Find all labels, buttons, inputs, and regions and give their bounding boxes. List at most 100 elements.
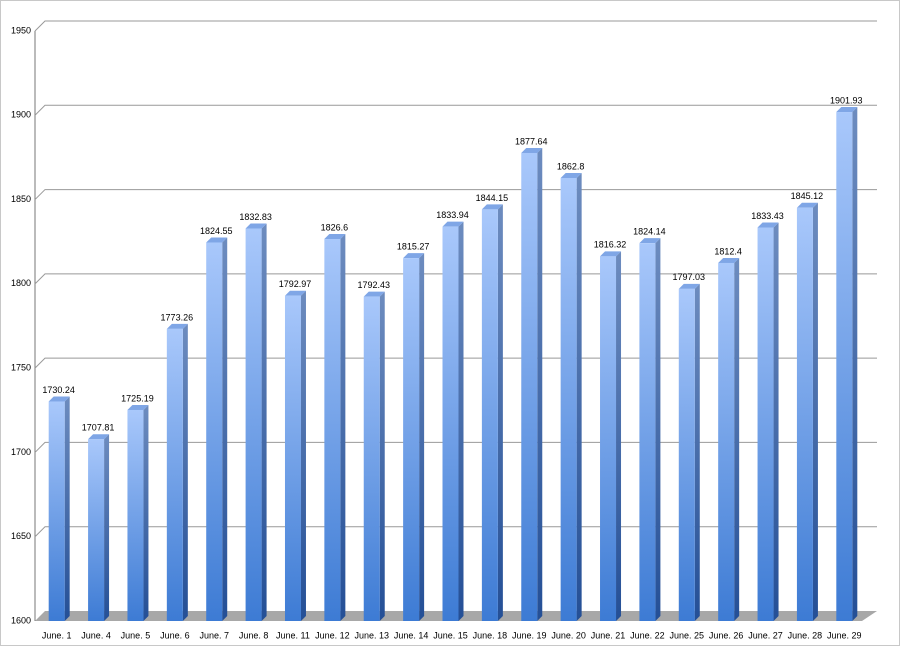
bar <box>560 177 577 621</box>
data-label: 1901.93 <box>830 95 863 105</box>
data-label: 1773.26 <box>161 312 194 322</box>
x-tick-label: June. 22 <box>630 630 665 640</box>
bar-side <box>576 172 582 621</box>
grid-line <box>34 526 877 538</box>
y-tick-label: 1900 <box>11 110 31 120</box>
y-tick-label: 1700 <box>11 447 31 457</box>
x-tick-label: June. 29 <box>827 630 862 640</box>
data-label: 1824.55 <box>200 226 233 236</box>
grid-line <box>34 104 877 116</box>
bar-top <box>521 147 543 153</box>
x-tick-label: June. 26 <box>709 630 744 640</box>
bar-side <box>300 290 306 621</box>
data-label: 1792.97 <box>279 279 312 289</box>
data-label: 1816.32 <box>594 240 627 250</box>
bar-top <box>206 237 228 243</box>
bar-top <box>718 257 740 263</box>
data-label: 1815.27 <box>397 241 430 251</box>
bar-side <box>419 253 425 622</box>
bar <box>600 256 617 621</box>
data-label: 1844.15 <box>476 193 509 203</box>
bar-side <box>182 323 188 621</box>
x-tick-label: June. 14 <box>394 630 429 640</box>
bar-side <box>340 234 346 621</box>
x-tick-label: June. 15 <box>433 630 468 640</box>
x-tick-label: June. 20 <box>551 630 586 640</box>
bar-top <box>600 251 622 257</box>
bar <box>639 243 656 621</box>
bar <box>481 209 498 621</box>
grid-line <box>34 441 877 453</box>
bar-side <box>104 434 110 621</box>
bar-top <box>796 202 818 208</box>
bar-side <box>261 223 267 621</box>
bar-side <box>379 291 385 621</box>
grid-line <box>34 20 877 32</box>
bar <box>245 228 262 621</box>
x-tick-label: June. 19 <box>512 630 547 640</box>
data-label: 1826.6 <box>321 222 349 232</box>
bar <box>88 439 105 621</box>
bar-top <box>757 222 779 228</box>
bar <box>166 328 183 621</box>
bar <box>206 242 223 622</box>
bar <box>127 409 144 621</box>
bar-side <box>616 251 622 621</box>
x-tick-label: June. 5 <box>121 630 151 640</box>
y-tick-label: 1950 <box>11 25 31 35</box>
bar-top <box>560 172 582 178</box>
bar <box>678 288 695 621</box>
grid-line <box>34 357 877 369</box>
bar <box>718 262 735 621</box>
data-label: 1812.4 <box>714 246 742 256</box>
bar-side <box>773 222 779 621</box>
y-tick-label: 1600 <box>11 615 31 625</box>
x-tick-label: June. 1 <box>42 630 72 640</box>
bar-top <box>639 238 661 244</box>
bar <box>836 112 853 621</box>
bar-side <box>64 396 70 621</box>
data-label: 1845.12 <box>791 191 824 201</box>
bar-top <box>836 107 858 113</box>
x-tick-label: June. 13 <box>354 630 389 640</box>
x-tick-label: June. 12 <box>315 630 350 640</box>
x-tick-label: June. 7 <box>199 630 229 640</box>
bar-top <box>284 290 306 296</box>
bar-top <box>481 204 503 210</box>
bar-side <box>537 147 543 622</box>
x-tick-label: June. 11 <box>276 630 310 640</box>
bar-side <box>143 404 149 621</box>
data-label: 1832.83 <box>239 212 272 222</box>
y-tick-label: 1650 <box>11 531 31 541</box>
bar-top <box>48 396 70 402</box>
x-tick-label: June. 28 <box>788 630 823 640</box>
bar <box>324 239 341 621</box>
data-label: 1797.03 <box>673 272 706 282</box>
bar-top <box>403 253 425 259</box>
bar-top <box>363 291 385 297</box>
x-tick-label: June. 25 <box>670 630 705 640</box>
grid-line <box>34 273 877 285</box>
y-tick-label: 1800 <box>11 278 31 288</box>
y-tick-label: 1850 <box>11 194 31 204</box>
bar-side <box>458 221 464 622</box>
grid-line <box>34 189 877 200</box>
bar <box>48 401 65 621</box>
y-tick-label: 1750 <box>11 363 31 373</box>
data-label: 1877.64 <box>515 136 548 146</box>
bar-top <box>678 283 700 289</box>
bar-top <box>88 434 110 440</box>
bar-side <box>497 204 503 621</box>
x-tick-label: June. 6 <box>160 630 190 640</box>
bar <box>796 207 813 621</box>
bar-side <box>655 238 661 621</box>
bar-top <box>442 221 464 227</box>
data-label: 1725.19 <box>121 393 154 403</box>
x-tick-label: June. 8 <box>239 630 269 640</box>
x-tick-label: June. 21 <box>591 630 626 640</box>
bar <box>284 295 301 621</box>
x-tick-label: June. 18 <box>473 630 508 640</box>
x-tick-label: June. 27 <box>748 630 783 640</box>
bar <box>757 227 774 621</box>
